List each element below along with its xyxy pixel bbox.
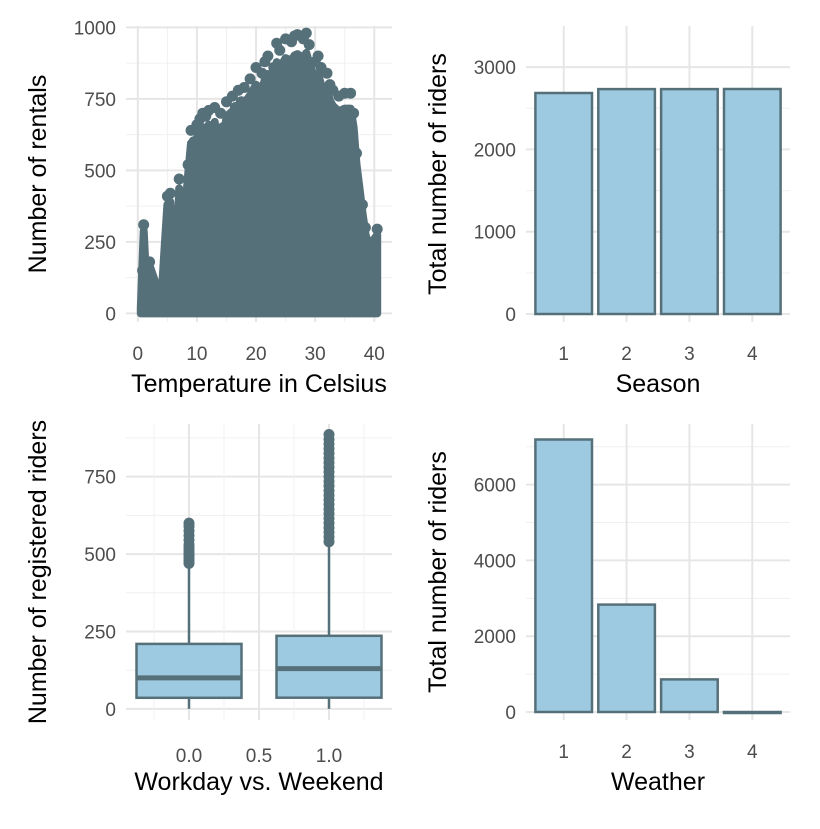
bar-2 [597,603,657,714]
box-iqr [135,642,243,700]
bar-1 [534,91,594,316]
outlier-point [183,517,195,529]
y-tick-label: 1000 [474,223,516,244]
x-tick-label: 20 [245,344,266,365]
x-tick-label: 3 [684,742,695,763]
y-tick-label: 250 [84,233,116,254]
y-tick-label: 750 [84,468,116,489]
y-tick-label: 0 [505,703,516,724]
x-tick-label: 3 [684,344,695,365]
bar-1 [534,438,594,714]
scatter-point [176,213,188,225]
y-tick-label: 500 [84,161,116,182]
bar-4 [722,87,782,316]
scatter-point [312,50,324,62]
scatter-point [218,122,229,133]
y-tick-label: 0 [505,305,516,326]
scatter-point [144,256,156,268]
bar-2 [597,87,657,316]
bar-3 [659,678,719,714]
scatter-point [141,296,153,308]
season-bar-panel: 0 1000 2000 3000 1 2 3 4 Season Total number of r… [424,26,790,398]
scatter-point [362,236,374,248]
x-tick-label: 0 [133,344,144,365]
x-tick-label: 2 [621,344,632,365]
y-tick-label: 250 [84,622,116,643]
scatter-point [303,39,315,51]
outlier-point [323,429,335,440]
y-tick-label: 4000 [474,551,516,572]
y-tick-label: 0 [105,700,116,721]
x-axis-title: Season [616,370,701,398]
scatter-point [138,219,150,231]
scatter-point [215,107,227,119]
scatter-point-mass [136,48,382,318]
scatter-point [371,223,383,235]
scatter-point [244,73,256,85]
scatter-point [359,222,371,234]
scatter-point [212,130,224,142]
x-axis-title: Weather [611,768,705,796]
y-tick-label: 2000 [474,140,516,161]
scatter-point [351,147,362,159]
scatter-point [356,199,368,211]
scatter-point [274,44,286,56]
x-axis-title: Temperature in Celsius [131,370,387,398]
scatter-point [167,236,179,248]
scatter-point [151,279,163,291]
y-tick-label: 0 [105,304,116,325]
scatter-point [179,196,191,208]
x-tick-label: 10 [186,344,207,365]
y-axis-title: Total number of riders [424,451,452,693]
x-tick-label: 0.0 [176,746,202,767]
scatter-point [235,96,247,108]
y-tick-label: 1000 [74,18,116,39]
y-axis-title: Number of registered riders [24,420,52,724]
x-tick-label: 2 [621,742,632,763]
y-tick-label: 6000 [474,476,516,497]
scatter-point [182,159,194,171]
scatter-point [345,87,357,99]
x-tick-label: 0.5 [246,746,272,767]
scatter-point [262,50,274,62]
x-tick-label: 4 [747,344,758,365]
x-tick-label: 30 [305,344,326,365]
x-tick-label: 4 [747,742,758,763]
scatter-point [156,290,167,302]
x-tick-label: 1.0 [316,746,342,767]
y-axis-title: Number of rentals [24,75,52,274]
x-tick-label: 1 [558,742,569,763]
scatter-point [173,173,185,185]
bar-3 [659,87,719,316]
y-axis-title: Total number of riders [424,53,452,295]
scatter-point [348,107,360,119]
scatter-point [137,265,149,276]
scatter-point [170,267,182,279]
scatter-point [300,27,312,39]
y-tick-label: 750 [84,90,116,111]
scatter-point [256,67,268,79]
scatter-point [188,136,200,148]
x-tick-label: 40 [364,344,385,365]
weather-bar-panel: 0 2000 4000 6000 1 2 3 4 Weather Total number of … [424,424,790,796]
y-tick-label: 500 [84,545,116,566]
scatter-panel: 0 10 20 30 40 0 250 500 750 1000 Temperature in Ce… [24,18,392,398]
scatter-point [321,67,333,79]
scatter-point [268,62,280,73]
x-axis-title: Workday vs. Weekend [134,768,383,796]
scatter-point [164,187,176,199]
scatter-point [238,82,250,93]
y-tick-label: 3000 [474,58,516,79]
bar-4 [722,710,782,715]
x-tick-label: 1 [558,344,569,365]
y-tick-label: 2000 [474,627,516,648]
